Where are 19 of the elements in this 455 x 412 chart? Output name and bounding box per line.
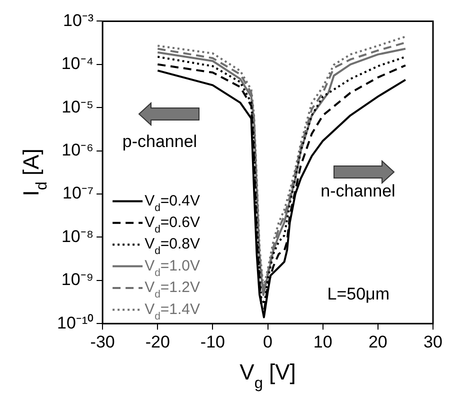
x-tick-label: -10 (200, 332, 226, 352)
y-tick-label: 10⁻⁹ (61, 270, 94, 290)
annotation: L=50μm (327, 284, 390, 304)
y-tick-label: 10⁻⁸ (61, 226, 94, 246)
annotation: p-channel (122, 132, 198, 151)
y-tick-label: 10⁻⁵ (62, 97, 94, 116)
x-tick-label: -20 (145, 332, 170, 352)
x-tick-label: 0 (263, 332, 273, 352)
y-tick-label: 10⁻¹⁰ (56, 313, 94, 332)
annotation: n-channel (320, 182, 396, 201)
y-tick-label: 10⁻⁷ (62, 184, 94, 203)
y-axis-title: Id [A] (18, 148, 51, 196)
x-tick-label: 20 (368, 332, 388, 352)
y-tick-label: 10⁻⁶ (62, 140, 94, 160)
x-tick-label: -30 (90, 332, 115, 352)
y-tick-label: 10⁻³ (62, 10, 94, 30)
x-tick-label: 30 (424, 332, 442, 352)
y-tick-label: 10⁻⁴ (61, 54, 94, 74)
x-tick-label: 10 (313, 332, 332, 352)
